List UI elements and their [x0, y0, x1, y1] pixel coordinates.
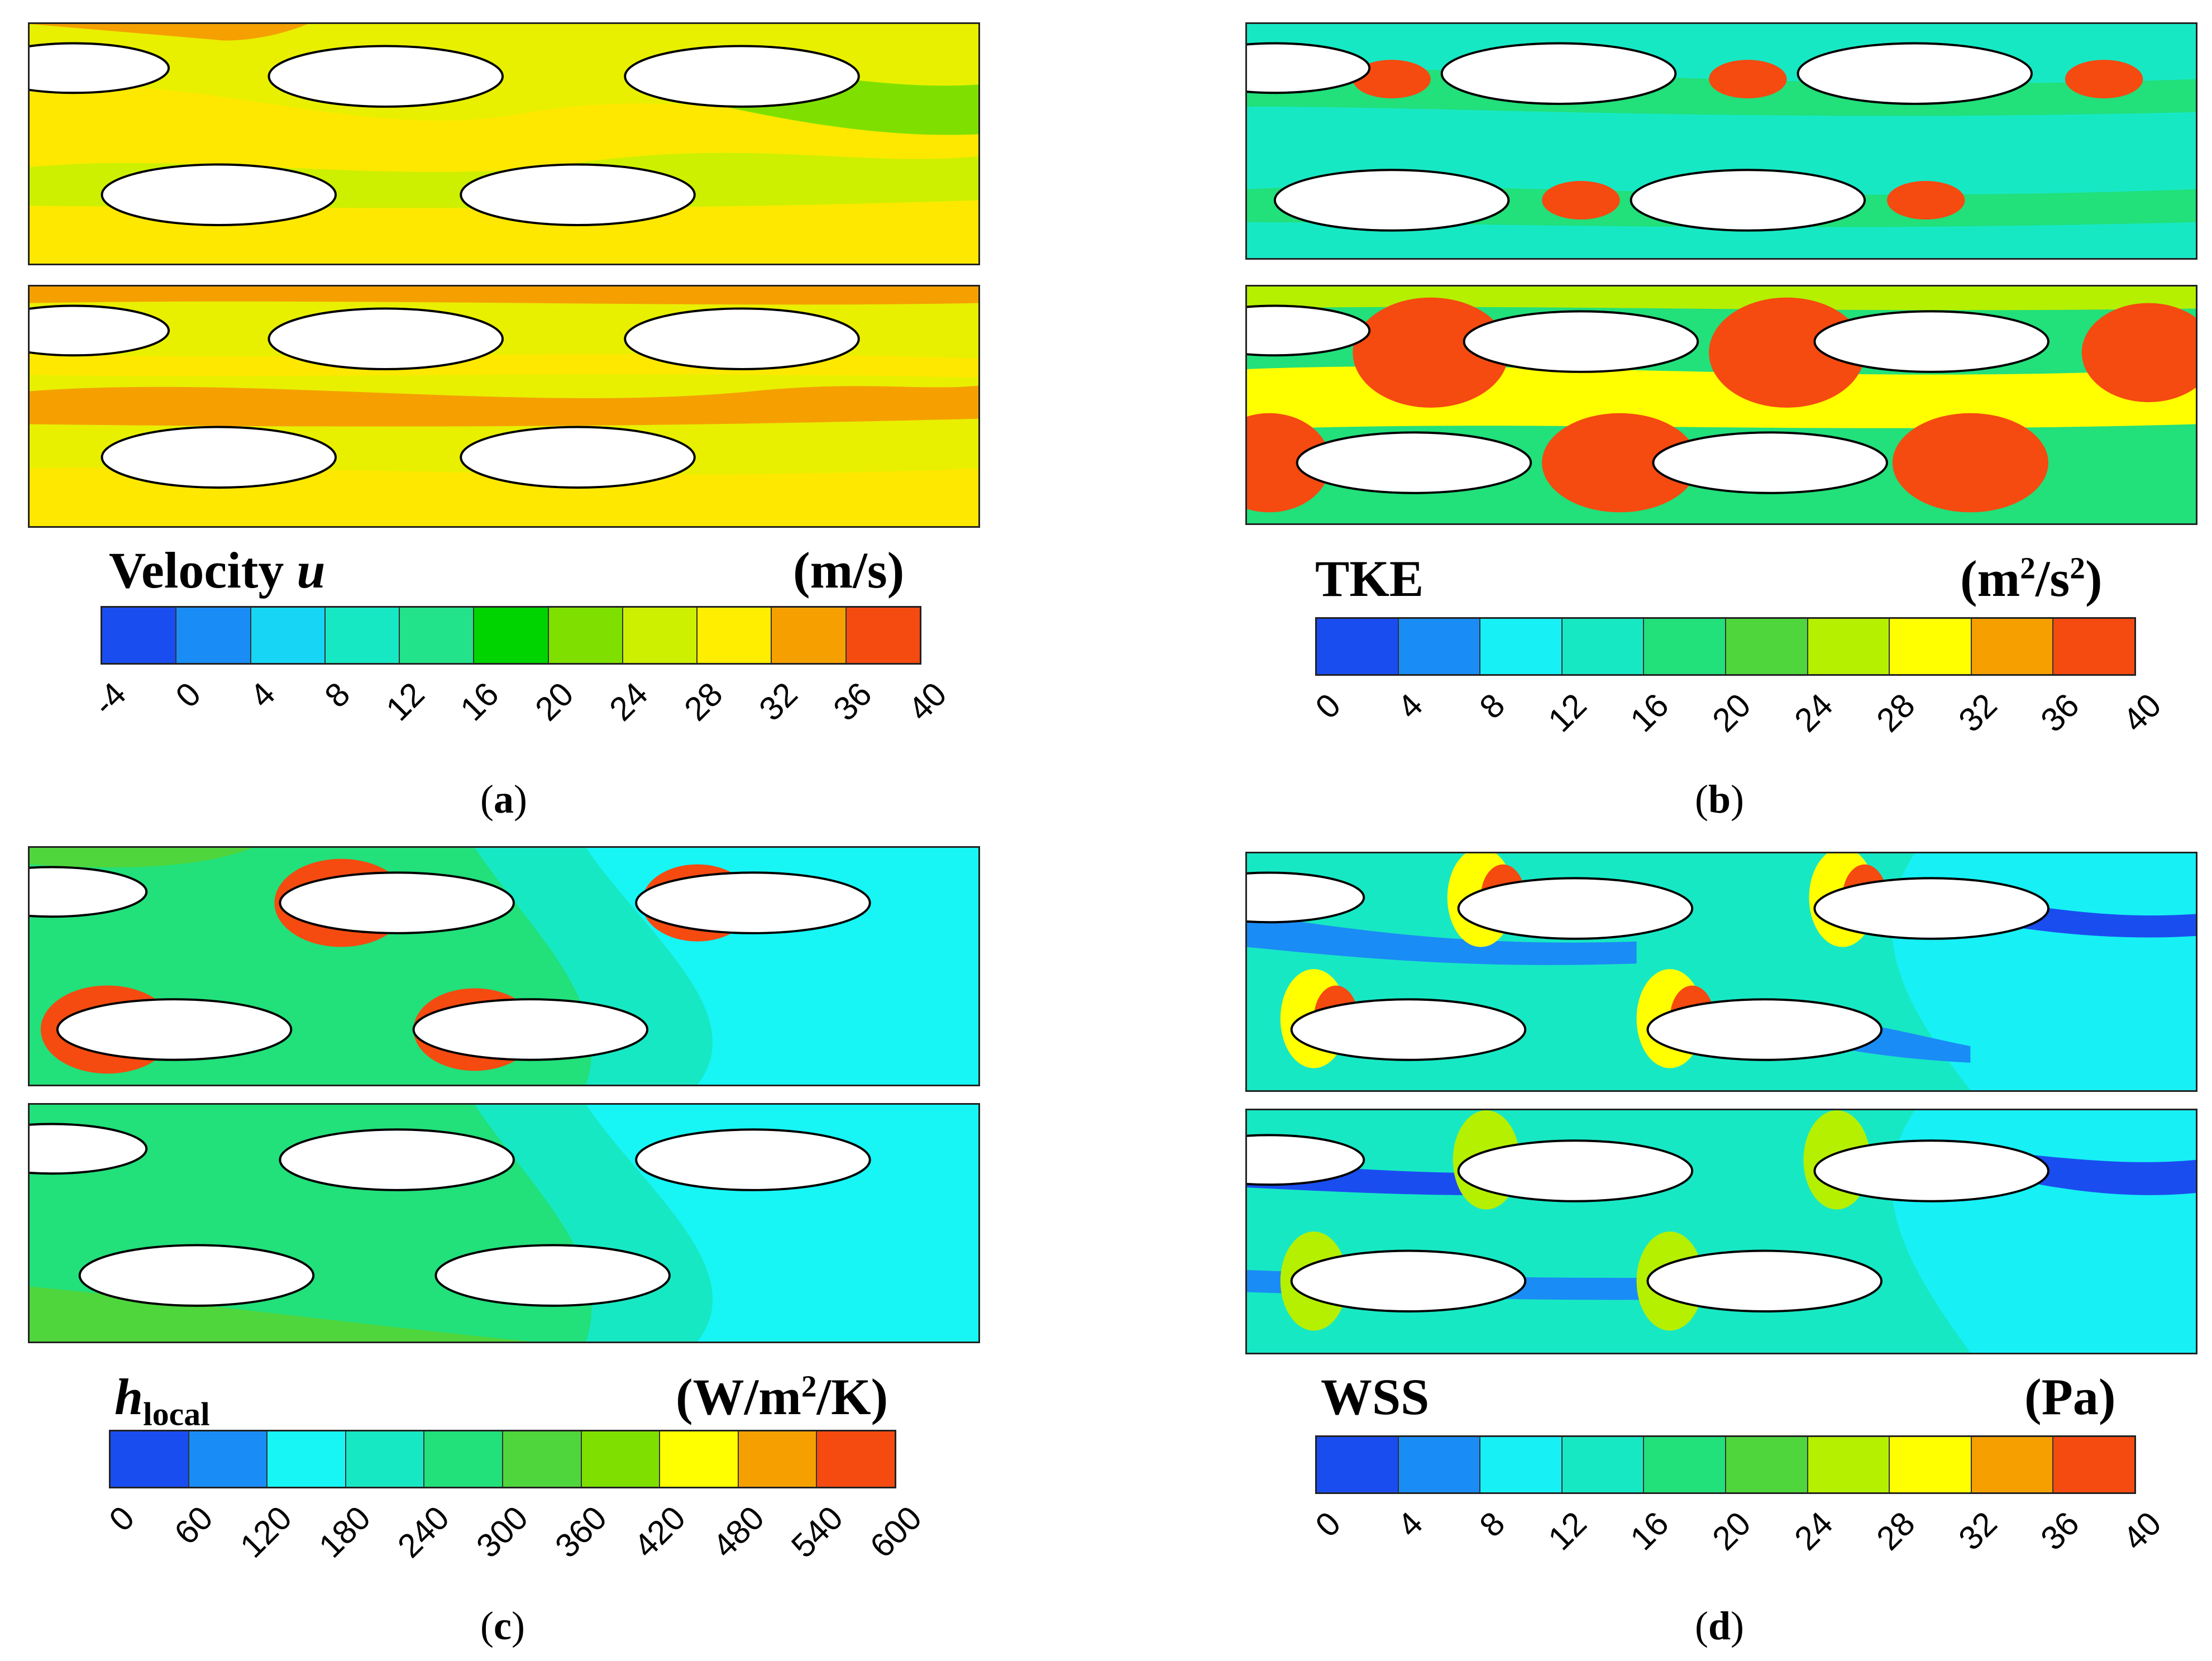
colorbar-segment — [846, 608, 920, 663]
colorbar-segment — [1317, 1437, 1399, 1492]
colorbar-segment — [503, 1431, 582, 1487]
caption-a: (a) — [480, 777, 527, 822]
colorbar-segment — [1726, 619, 1808, 674]
caption-c: (c) — [480, 1603, 525, 1648]
colorbar-segment — [1808, 619, 1890, 674]
colorbar-segment — [2053, 619, 2134, 674]
colorbar-segment — [697, 608, 772, 663]
colorbar-segment — [2053, 1437, 2134, 1492]
colorbar-segment — [581, 1431, 661, 1487]
colorbar-segment — [1971, 1437, 2054, 1492]
colorbar-segment — [176, 608, 251, 663]
caption-d: (d) — [1695, 1603, 1745, 1648]
colorbar-segment — [474, 608, 549, 663]
panel-c: hlocal (W/m2/K) (c) — [28, 846, 980, 1648]
colorbar-segment — [1726, 1437, 1808, 1492]
colorbar-segment — [1644, 619, 1726, 674]
tke-unit: (m2/s2) — [1960, 550, 2103, 607]
colorbar-segment — [400, 608, 475, 663]
colorbar-segment — [1808, 1437, 1890, 1492]
tke-colorbar — [1315, 617, 2136, 676]
velocity-contour-top — [28, 22, 980, 265]
tke-title: TKE — [1315, 550, 1424, 607]
wss-unit: (Pa) — [2024, 1368, 2116, 1425]
colorbar-segment — [1480, 619, 1563, 674]
colorbar-segment — [1971, 619, 2054, 674]
colorbar-segment — [548, 608, 623, 663]
colorbar-segment — [1890, 1437, 1972, 1492]
colorbar-segment — [424, 1431, 503, 1487]
tke-contour-top — [1245, 22, 2197, 260]
hlocal-colorbar — [109, 1430, 896, 1488]
velocity-contour-bottom — [28, 285, 980, 528]
colorbar-segment — [102, 608, 177, 663]
wss-contour-top — [1245, 852, 2197, 1092]
colorbar-segment — [1398, 619, 1481, 674]
colorbar-segment — [1562, 619, 1645, 674]
colorbar-segment — [1562, 1437, 1645, 1492]
hlocal-unit: (W/m2/K) — [676, 1368, 888, 1425]
wss-contour-bottom — [1245, 1109, 2197, 1354]
hlocal-title: hlocal — [114, 1368, 210, 1433]
colorbar-segment — [1644, 1437, 1726, 1492]
colorbar-segment — [772, 608, 847, 663]
tke-contour-bottom — [1245, 285, 2197, 525]
colorbar-segment — [111, 1431, 189, 1487]
colorbar-segment — [817, 1431, 895, 1487]
caption-b: (b) — [1695, 777, 1745, 822]
colorbar-segment — [1890, 619, 1972, 674]
colorbar-segment — [267, 1431, 346, 1487]
velocity-title: Velocity u — [109, 542, 326, 599]
colorbar-segment — [738, 1431, 818, 1487]
panel-a: Velocity u (m/s) (a) — [0, 0, 1106, 831]
hlocal-contour-bottom — [28, 1103, 980, 1343]
wss-colorbar — [1315, 1435, 2136, 1494]
colorbar-segment — [1398, 1437, 1481, 1492]
colorbar-segment — [1317, 619, 1399, 674]
velocity-colorbar — [101, 606, 921, 665]
velocity-variable: u — [297, 542, 326, 599]
colorbar-segment — [660, 1431, 739, 1487]
colorbar-segment — [325, 608, 400, 663]
panel-b: TKE (m2/s2) (b) — [1245, 22, 2197, 822]
colorbar-segment — [251, 608, 326, 663]
wss-title: WSS — [1321, 1368, 1430, 1425]
colorbar-segment — [623, 608, 698, 663]
colorbar-segment — [346, 1431, 425, 1487]
colorbar-segment — [1480, 1437, 1563, 1492]
colorbar-segment — [189, 1431, 268, 1487]
velocity-unit: (m/s) — [793, 542, 905, 599]
hlocal-contour-top — [28, 846, 980, 1086]
